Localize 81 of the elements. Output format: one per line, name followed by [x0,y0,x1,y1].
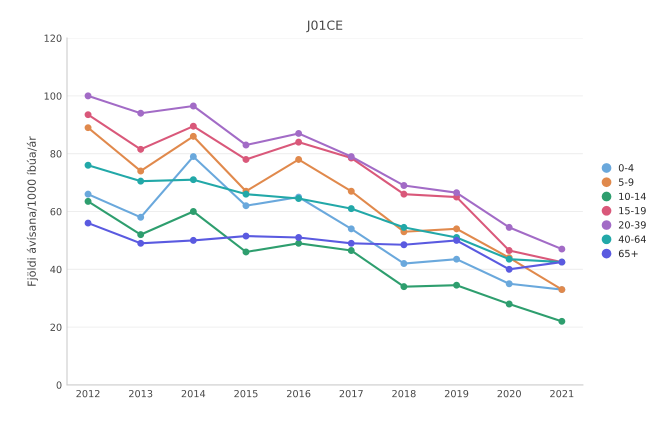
point [453,282,460,289]
y-tick-label: 0 [56,381,62,389]
point [295,156,302,163]
point [84,92,92,100]
legend-label: 20-39 [618,221,646,229]
x-tick-label: 2020 [498,390,521,398]
point [137,214,144,221]
x-tick-label: 2013 [129,390,152,398]
point [242,232,250,240]
point [348,188,355,195]
y-tick-label: 100 [44,92,62,100]
x-tick-label: 2017 [340,390,363,398]
x-tick-label: 2019 [444,390,468,398]
point [242,156,250,163]
point [242,202,250,210]
point [295,138,302,146]
point [506,247,513,254]
y-tick-label: 120 [44,34,62,42]
legend-label: 65+ [618,250,638,258]
x-tick-label: 2014 [182,390,206,398]
y-tick-label: 40 [50,266,62,274]
point [190,208,197,215]
x-tick-label: 2015 [234,390,258,398]
point [453,256,460,263]
point [137,178,144,185]
point [348,247,355,254]
point [400,241,408,248]
point [190,122,197,130]
point [506,300,513,308]
point [190,132,197,140]
point [348,240,355,247]
point [84,198,92,205]
legend-label: 5-9 [618,178,634,186]
point [400,182,408,189]
point [137,110,144,117]
x-tick-label: 2018 [392,390,416,398]
point [506,224,513,231]
point [558,318,566,325]
point [84,124,92,132]
point [84,162,92,169]
point [453,225,460,232]
point [453,189,460,196]
legend-label: 10-14 [619,192,646,200]
point [84,220,92,227]
point [137,231,144,238]
point [190,176,197,184]
point [558,246,566,253]
point [400,260,408,267]
x-tick-label: 2012 [76,390,100,398]
point [137,240,144,247]
point [242,190,250,198]
x-tick-label: 2021 [550,390,574,398]
point [348,225,355,232]
point [295,130,302,137]
point [295,240,302,247]
point [190,153,197,160]
y-tick-label: 80 [50,150,62,158]
y-tick-label: 20 [50,324,62,331]
legend-label: 0-4 [618,164,634,172]
point [400,283,408,290]
point [506,266,513,273]
chart-title: J01CE [306,20,342,32]
point [295,234,302,241]
point [400,190,408,198]
point [137,168,144,175]
point [453,236,460,244]
point [84,111,92,118]
y-tick-label: 60 [50,208,62,216]
point [242,248,250,256]
x-tick-label: 2016 [286,390,310,398]
point [190,102,197,110]
point [84,190,92,198]
point [400,224,408,231]
point [348,205,355,212]
legend-label: 40-64 [618,236,646,243]
point [190,236,197,244]
legend-label: 15-19 [619,206,646,214]
point [137,146,144,153]
point [506,280,513,288]
point [242,142,250,148]
y-axis-title: Fjöldi ávísana/1000 íbúa/ár [26,136,38,286]
